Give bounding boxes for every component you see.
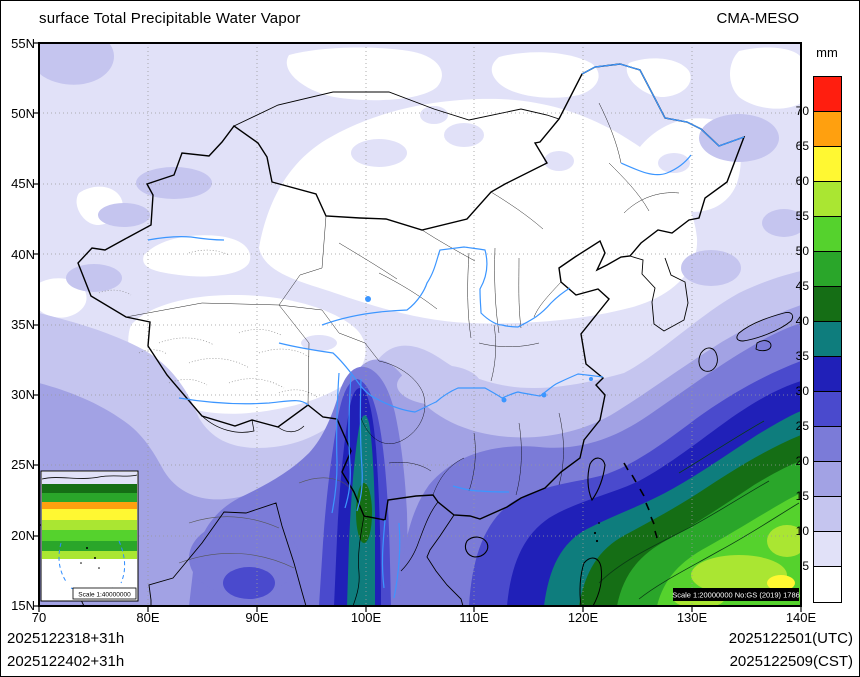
colorbar-cell	[814, 182, 841, 217]
lakes	[365, 296, 593, 403]
lon-tick-label: 100E	[350, 610, 382, 625]
colorbar-value: 65	[795, 139, 809, 153]
colorbar-cell	[814, 497, 841, 532]
valid-time-cst: 2025122509(CST)	[729, 653, 853, 670]
lat-tick-label: 45N	[11, 176, 35, 191]
lon-tick-label: 90E	[245, 610, 269, 625]
colorbar-value: 60	[795, 174, 809, 188]
colorbar-value: 40	[795, 314, 809, 328]
init-time-utc: 2025122318+31h	[7, 630, 125, 647]
island-chain	[593, 462, 658, 543]
colorbar-cell	[814, 567, 841, 602]
colorbar-value: 30	[795, 384, 809, 398]
colorbar-cell	[814, 77, 841, 112]
lat-tick-label: 55N	[11, 36, 35, 51]
lat-tick-label: 35N	[11, 317, 35, 332]
lon-tick-label: 70	[31, 610, 47, 625]
colorbar-cell	[814, 112, 841, 147]
colorbar-value: 45	[795, 279, 809, 293]
colorbar-value: 70	[795, 104, 809, 118]
value-contours	[598, 420, 800, 600]
colorbar-value: 5	[802, 559, 809, 573]
colorbar-cell	[814, 287, 841, 322]
model-name: CMA-MESO	[716, 10, 800, 27]
lon-tick-label: 110E	[459, 610, 489, 625]
colorbar-value: 50	[795, 244, 809, 258]
inset-scale-label: Scale 1:40000000	[78, 592, 131, 599]
lat-tick-label: 25N	[11, 457, 35, 472]
colorbar-cell	[814, 392, 841, 427]
rivers	[147, 63, 745, 599]
lat-tick-label: 15N	[11, 598, 35, 613]
lon-tick-label: 140E	[785, 610, 817, 625]
colorbar-unit-label: mm	[816, 45, 838, 60]
colorbar-cell	[814, 252, 841, 287]
lat-tick-label: 50N	[11, 106, 35, 121]
grid-lines	[39, 43, 801, 606]
contours-southwest	[178, 477, 355, 569]
colorbar-value: 10	[795, 524, 809, 538]
colorbar-value: 35	[795, 349, 809, 363]
map-scale-label: Scale 1:20000000 No:GS (2019) 1786	[672, 591, 800, 600]
colorbar-cell	[814, 532, 841, 567]
axis-ticks	[33, 42, 802, 612]
colorbar-cell	[814, 217, 841, 252]
lat-tick-label: 30N	[11, 387, 35, 402]
colorbar-cell	[814, 322, 841, 357]
colorbar-cell	[814, 147, 841, 182]
colorbar	[813, 76, 842, 603]
colorbar-value: 20	[795, 454, 809, 468]
colorbar-cell	[814, 357, 841, 392]
lon-tick-label: 120E	[567, 610, 599, 625]
chart-title: surface Total Precipitable Water Vapor	[39, 10, 301, 27]
inset-map: Scale 1:40000000	[40, 470, 139, 602]
colorbar-value: 15	[795, 489, 809, 503]
init-time-cst: 2025122402+31h	[7, 653, 125, 670]
map-canvas: Scale 1:40000000 Scale 1:20000000 No:GS …	[33, 42, 802, 612]
lon-tick-label: 80E	[136, 610, 160, 625]
lat-tick-label: 40N	[11, 247, 35, 262]
scale-box: Scale 1:20000000 No:GS (2019) 1786	[672, 588, 800, 601]
map-area: Scale 1:40000000 Scale 1:20000000 No:GS …	[31, 35, 809, 614]
valid-time-utc: 2025122501(UTC)	[728, 630, 853, 647]
colorbar-value: 25	[795, 419, 809, 433]
colorbar-cell	[814, 462, 841, 497]
lon-tick-label: 130E	[676, 610, 708, 625]
colorbar-cell	[814, 427, 841, 462]
colorbar-value: 55	[795, 209, 809, 223]
lat-tick-label: 20N	[11, 528, 35, 543]
precip-field	[39, 43, 801, 606]
